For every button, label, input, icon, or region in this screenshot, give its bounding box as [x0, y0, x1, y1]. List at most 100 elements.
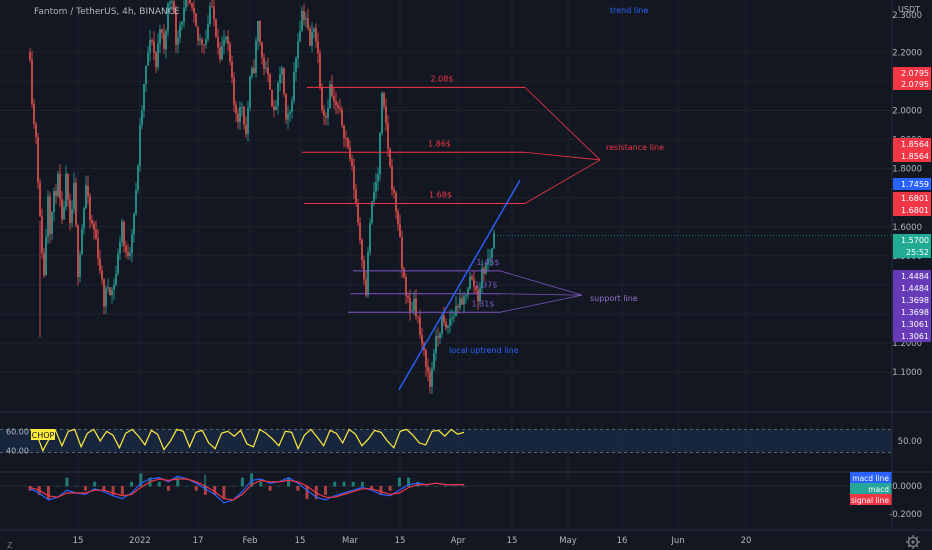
time-axis[interactable]: 15 2022 17 Feb 15 Mar 15 Apr 15 May 16 Jun 20 [0, 529, 932, 546]
gear-icon[interactable] [905, 534, 921, 550]
candle-body [175, 12, 177, 45]
candle-body [133, 213, 135, 235]
candle-body [71, 209, 73, 224]
candle-body [223, 39, 225, 46]
candle-body [57, 173, 59, 197]
candle-body [143, 83, 145, 111]
candle-body [427, 366, 429, 372]
candle-body [321, 86, 323, 110]
candle-body [457, 306, 459, 308]
candle-body [393, 189, 395, 193]
candle-body [51, 211, 53, 234]
macd-histogram-bar [277, 486, 281, 487]
macd-histogram-bar [111, 486, 115, 495]
candle-body [159, 29, 161, 44]
price-label-text: 1.8564 [901, 152, 929, 161]
support-arrow [499, 293, 583, 296]
candle-body [339, 107, 341, 110]
macd-histogram-bar [259, 481, 263, 487]
price-axis[interactable]: 2.20002.10002.00001.90001.80001.70001.60… [891, 0, 931, 530]
candle-body [105, 288, 107, 307]
candle-body [357, 204, 359, 223]
candle-body [411, 310, 413, 312]
candle-body [401, 237, 403, 269]
candle-body [333, 96, 335, 102]
macd-histogram-bar [185, 486, 189, 487]
macd-legend-box [850, 472, 892, 483]
candle-body [45, 236, 47, 276]
time-tick-label: 15 [73, 536, 84, 546]
candle-body [253, 68, 255, 74]
candle-body [173, 1, 175, 13]
candle-body [127, 251, 129, 256]
candle-body [31, 59, 33, 104]
macd-indicator-pane: 0.0000 -0.2000 macd line macd signal line [0, 471, 932, 520]
candle-body [327, 108, 329, 118]
signal-series-line [29, 478, 464, 501]
support-level-label: 1.45$ [477, 258, 500, 267]
candle-body [245, 124, 247, 134]
candle-body [217, 36, 219, 48]
candle-body [315, 28, 317, 42]
candle-body [293, 72, 295, 101]
price-tick-label: 1.1000 [892, 368, 922, 378]
macd-histogram-bar [434, 486, 438, 487]
time-tick-label: Mar [342, 536, 359, 546]
candle-body [79, 254, 81, 277]
macd-histogram-bar [167, 486, 171, 491]
candle-body [283, 68, 285, 94]
candle-body [119, 241, 121, 254]
candle-body [157, 43, 159, 68]
candle-body [403, 268, 405, 278]
candle-body [323, 109, 325, 116]
resistance-level-label: 2.08$ [431, 74, 454, 83]
macd-series-line [29, 475, 464, 504]
resistance-arrow [524, 87, 601, 161]
candle-body [361, 239, 363, 261]
resistance-level-label: 1.68$ [429, 191, 452, 200]
chop-badge-label: CHOP [32, 431, 55, 440]
candle-body [429, 371, 431, 387]
candle-body [227, 36, 229, 44]
currency-label: USDT [898, 5, 920, 14]
candle-body [277, 83, 279, 107]
symbol-title[interactable]: Fantom / TetherUS, 4h, BINANCE [34, 7, 180, 17]
time-tick-label: 15 [295, 536, 306, 546]
macd-histogram-bar [397, 477, 401, 487]
candle-body [439, 333, 441, 339]
support-line-label: support line [590, 294, 638, 303]
candle-body [459, 298, 461, 308]
candle-body [153, 41, 155, 53]
candle-body [475, 286, 477, 291]
macd-histogram-bar [231, 486, 235, 487]
macd-histogram-bar [305, 486, 309, 500]
candle-body [369, 222, 371, 253]
candle-body [269, 74, 271, 90]
candle-body [415, 298, 417, 317]
candle-body [235, 104, 237, 114]
candle-body [373, 191, 375, 202]
candle-body [221, 45, 223, 60]
price-tick-label: 2.2000 [892, 48, 922, 58]
candle-body [377, 174, 379, 182]
candle-body [477, 290, 479, 302]
macd-histogram-bar [157, 481, 161, 487]
price-label-box [893, 234, 931, 246]
time-tick-label: Feb [242, 536, 257, 546]
candle-body [247, 108, 249, 134]
candle-body [211, 6, 213, 7]
drawing-tools[interactable]: 2.08$ 1.86$ 1.68$ 1.45$ 1.37$ 1.31$ [302, 74, 892, 390]
compare-z-icon[interactable]: Z [6, 538, 18, 550]
candle-body [463, 296, 465, 305]
candle-body [349, 147, 351, 160]
candle-body [43, 252, 45, 276]
candle-body [69, 199, 71, 224]
candle-body [309, 28, 311, 46]
candle-body [155, 52, 157, 68]
time-tick-label: 15 [507, 536, 518, 546]
candle-body [169, 2, 171, 4]
candle-body [135, 189, 137, 214]
candle-body [243, 107, 245, 125]
candle-body [161, 29, 163, 33]
